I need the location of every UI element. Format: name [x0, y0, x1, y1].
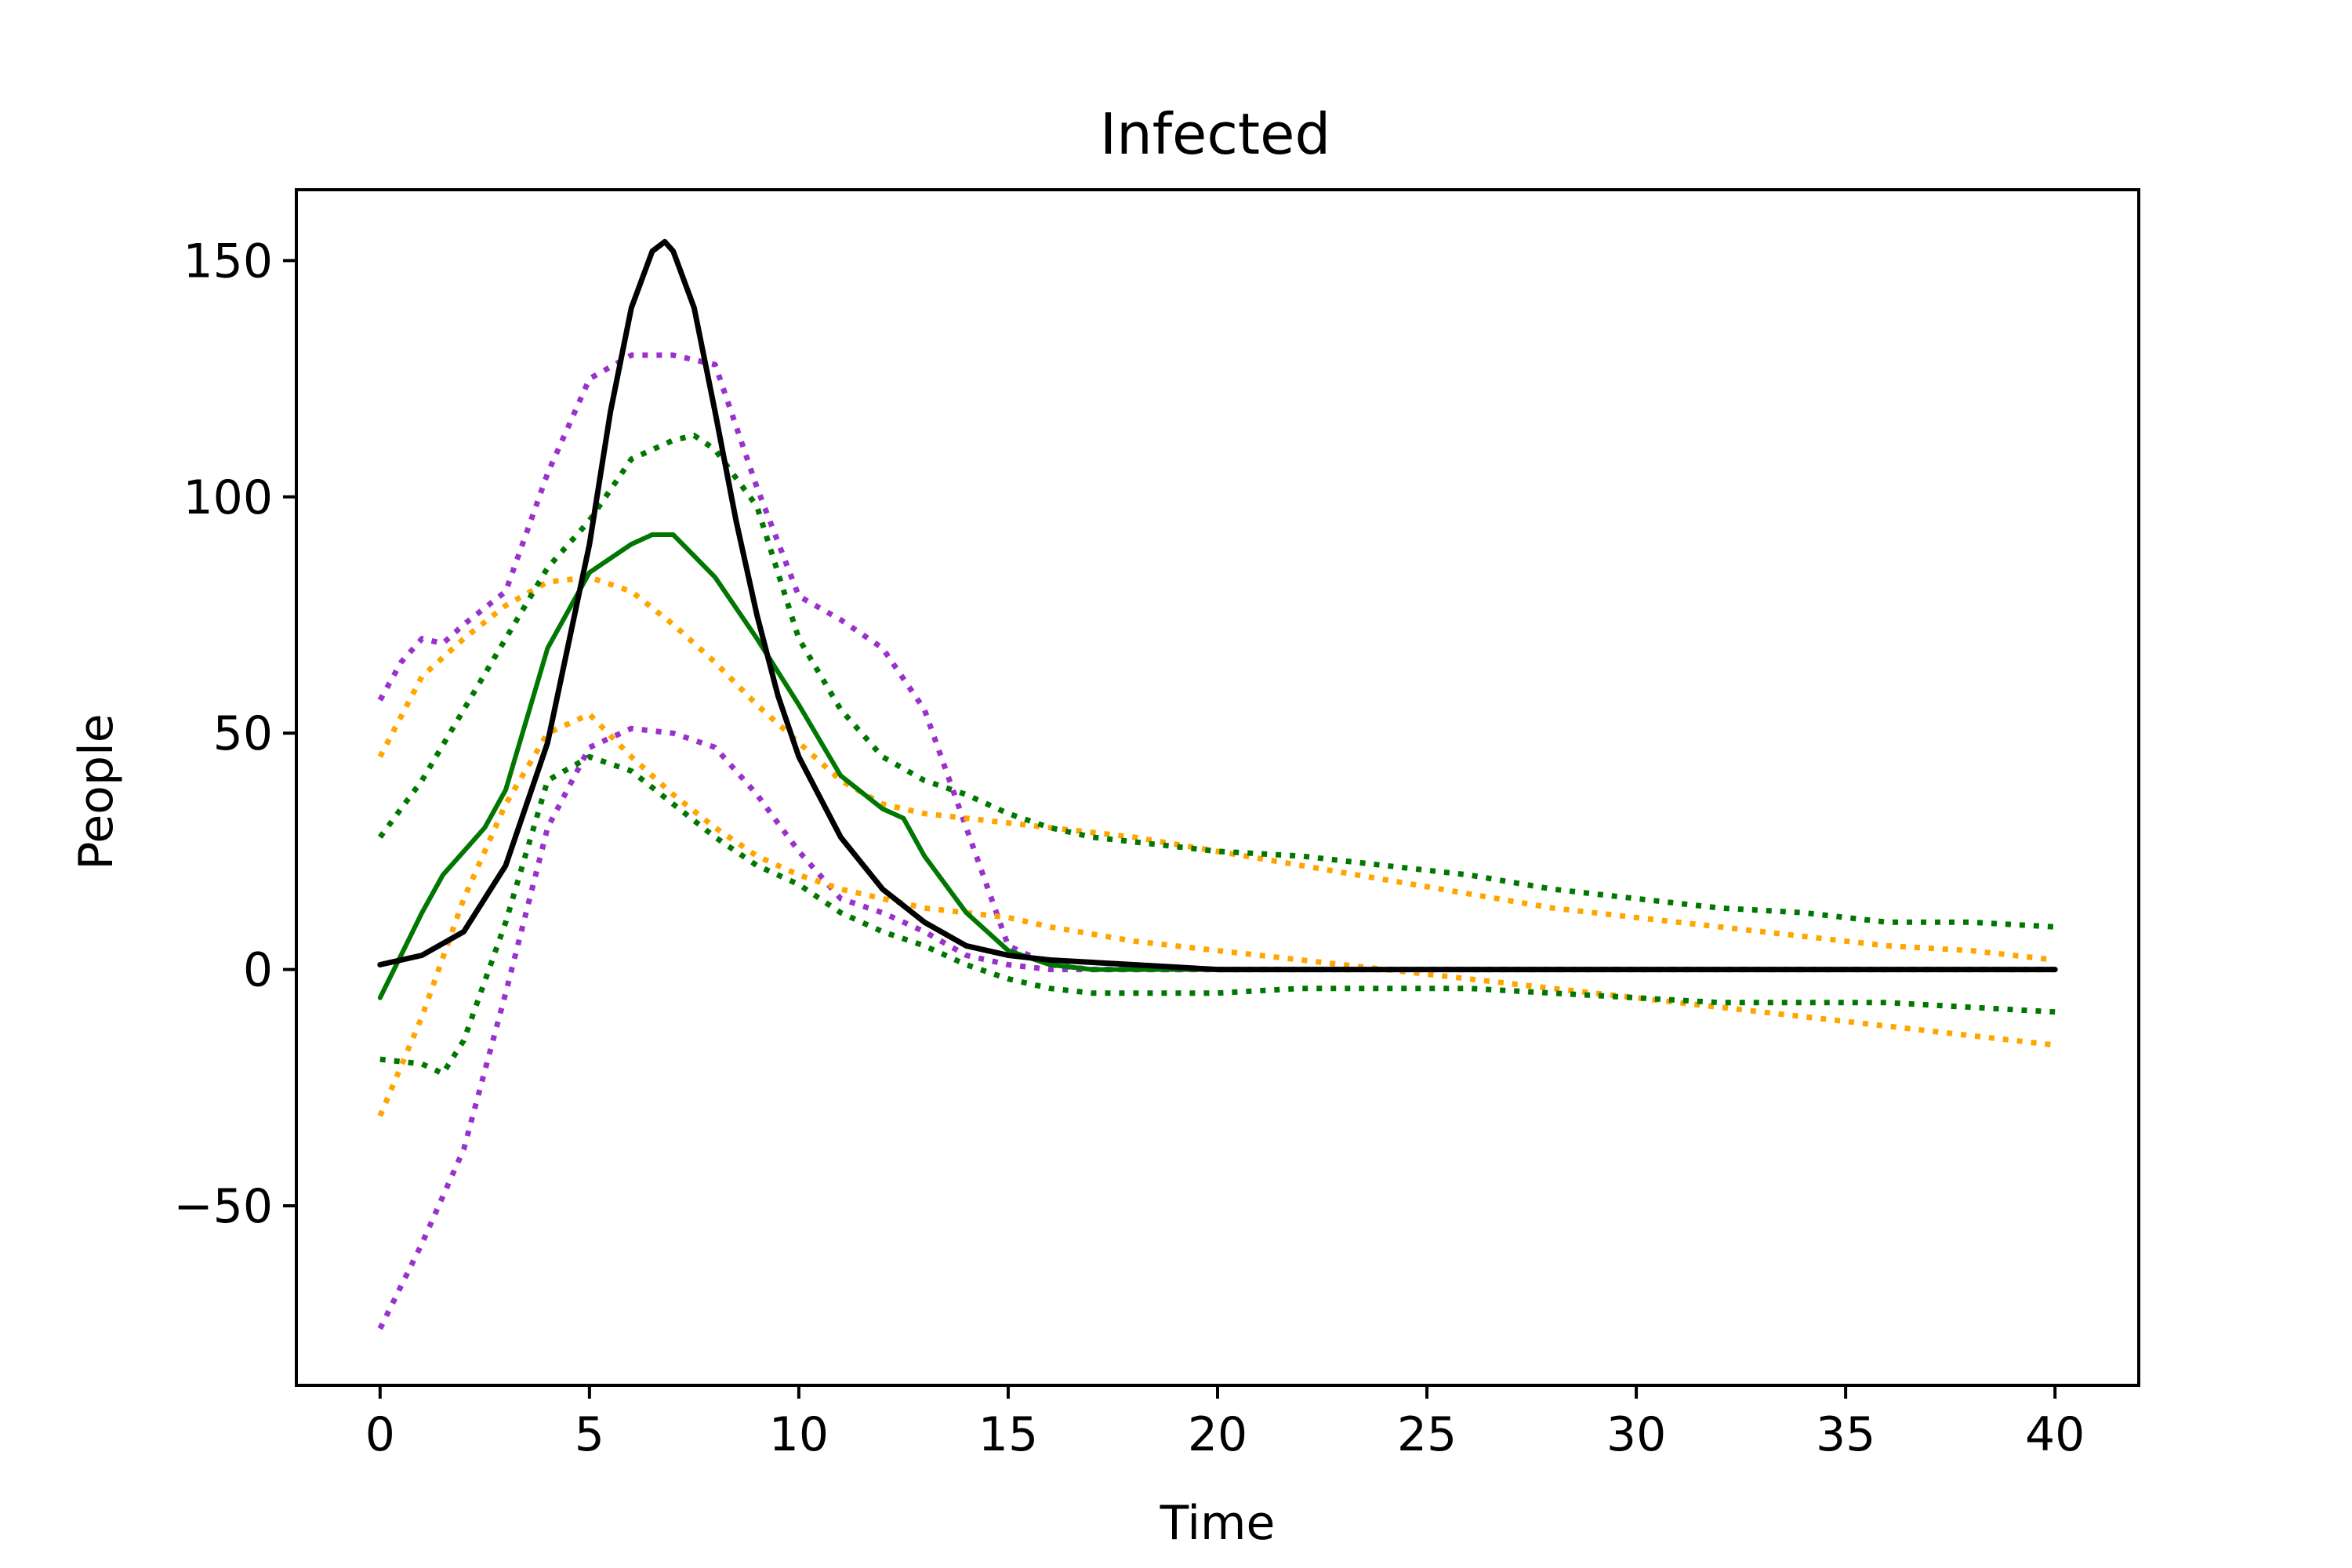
y-tick-label: 150: [183, 234, 273, 289]
y-tick-label: 0: [243, 943, 273, 998]
x-tick-label: 25: [1397, 1407, 1457, 1462]
series-line-1: [377, 352, 2056, 973]
series-layer: [377, 238, 2058, 1330]
chart-title: Infected: [1100, 101, 1330, 167]
series-line-7: [377, 532, 2058, 1000]
x-tick-label: 15: [978, 1407, 1038, 1462]
x-tick-label: 10: [769, 1407, 829, 1462]
x-tick-label: 0: [365, 1407, 395, 1462]
x-tick-label: 20: [1188, 1407, 1247, 1462]
y-tick-label: 50: [213, 706, 273, 761]
y-tick-label: 100: [183, 470, 273, 525]
series-line-8: [377, 238, 2058, 973]
x-tick-label: 40: [2025, 1407, 2085, 1462]
x-axis-title: Time: [1160, 1496, 1276, 1551]
series-line-3: [377, 574, 2056, 963]
y-axis-ticks: −50 0 50 100 150: [173, 234, 296, 1234]
x-tick-label: 5: [575, 1407, 604, 1462]
y-axis-title: People: [69, 713, 124, 869]
x-axis-ticks: 0 5 10 15 20 25 30 35 40: [365, 1385, 2085, 1462]
x-tick-label: 35: [1816, 1407, 1875, 1462]
x-tick-label: 30: [1606, 1407, 1666, 1462]
y-tick-label: −50: [173, 1179, 273, 1234]
